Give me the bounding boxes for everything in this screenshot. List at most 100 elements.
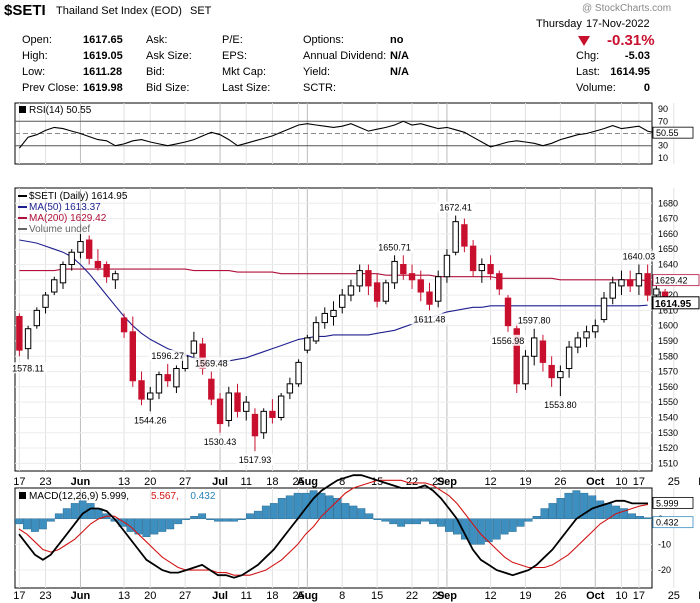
quote_right-value-2: N/A <box>390 66 409 78</box>
rsi-last-box <box>652 126 694 139</box>
macd-hist-bar-47 <box>389 518 398 525</box>
macd-x-label-5: 27 <box>179 590 191 602</box>
quote_left-label-0: Open: <box>22 34 52 46</box>
price-tick-label-9: 1590 <box>658 336 678 346</box>
quote-far-value-2: 0 <box>643 82 650 94</box>
macd-hist-bar-17 <box>150 518 159 535</box>
price-x-label-18: 26 <box>554 476 566 488</box>
price-x-label-15: Sep <box>437 476 457 488</box>
candle-body-53 <box>478 263 486 272</box>
candle-body-14 <box>138 380 145 400</box>
candle-body-37 <box>339 294 346 308</box>
candle-body-43 <box>391 260 398 284</box>
change-percent: -0.31% <box>607 32 655 49</box>
macd-hist-bar-43 <box>357 508 366 519</box>
macd-hist-bar-49 <box>405 518 414 525</box>
macd-hist-bar-60 <box>492 518 501 540</box>
macd-hist-bar-30 <box>253 510 262 519</box>
macd-hist-bar-3 <box>38 518 47 530</box>
price-tick-label-15: 1530 <box>658 428 678 438</box>
price-tick-label-1: 1670 <box>658 214 678 224</box>
candle-body-17 <box>164 374 171 382</box>
macd-x-label-9: 25 <box>292 590 304 602</box>
macd-x-label-0: 17 <box>13 590 25 602</box>
macd-hist-bar-24 <box>206 518 214 520</box>
price-x-label-1: 23 <box>39 476 51 488</box>
quote-far-label-1: Last: <box>576 66 600 78</box>
quote-day: Thursday <box>536 18 582 30</box>
candle-body-55 <box>496 273 503 290</box>
rsi-tick-label-0: 90 <box>658 104 668 114</box>
quote-far-value-1: 1614.95 <box>610 66 650 78</box>
price-x-label-11: 8 <box>339 476 345 488</box>
macd-x-label-21: 17 <box>633 590 645 602</box>
macd-hist-bar-68 <box>556 498 565 519</box>
candle-body-65 <box>583 331 590 339</box>
macd-hist-bar-33 <box>277 498 286 519</box>
price-tick-label-8: 1600 <box>658 321 678 331</box>
price-tick-label-3: 1650 <box>658 244 678 254</box>
macd-hist-bar-53 <box>437 518 445 527</box>
candle-body-69 <box>618 279 625 287</box>
quote_right-label-1: Annual Dividend: <box>303 50 387 62</box>
macd-hist-bar-37 <box>309 490 318 519</box>
macd-hist-bar-45 <box>373 518 382 520</box>
macd-hist-bar-59 <box>484 518 493 543</box>
candle-body-38 <box>347 285 355 296</box>
price-annotation-3: 1569.48 <box>195 359 228 369</box>
price-x-label-4: 20 <box>144 476 156 488</box>
candle-body-47 <box>426 291 433 305</box>
price-annotation-1: 1596.27 <box>151 351 184 361</box>
macd-x-label-6: Jul <box>212 590 228 602</box>
price-annotation-bg-1 <box>148 349 187 361</box>
macd-hist-bar-76 <box>620 508 629 519</box>
candle-body-9 <box>94 260 102 269</box>
down-arrow-icon <box>578 36 590 46</box>
candle-body-40 <box>365 270 372 287</box>
price-tick-label-4: 1640 <box>658 259 678 269</box>
price-x-label-22: 25 <box>668 476 680 488</box>
macd-hist-bar-19 <box>166 518 175 530</box>
quote_right-label-0: Options: <box>303 34 344 46</box>
macd-signal-line <box>18 479 649 576</box>
price-annotation-4: 1530.43 <box>204 437 237 447</box>
candle-body-42 <box>382 282 390 302</box>
candle-body-13 <box>129 331 137 382</box>
exchange: SET <box>190 5 212 17</box>
candle-body-61 <box>548 364 555 379</box>
macd-tick-label-1: -10 <box>658 539 671 549</box>
macd-hist-bar-48 <box>397 518 406 527</box>
candle-body-35 <box>321 312 328 324</box>
candle-body-56 <box>504 297 512 327</box>
macd-x-label-20: 10 <box>615 590 627 602</box>
candle-body-20 <box>190 340 198 354</box>
macd-hist-bar-77 <box>628 513 637 519</box>
macd-x-label-13: 22 <box>406 590 418 602</box>
macd-x-label-2: Jun <box>71 590 91 602</box>
price-tick-label-17: 1510 <box>658 458 678 468</box>
macd-hist-bar-40 <box>333 498 342 519</box>
price-x-label-9: 25 <box>292 476 304 488</box>
macd-hist-bar-8 <box>78 500 87 519</box>
candle-body-71 <box>635 273 643 287</box>
quote_left-label-3: Prev Close: <box>22 82 79 94</box>
quote-far-label-2: Volume: <box>576 82 616 94</box>
quote_mid2-label-3: Last Size: <box>222 82 271 94</box>
candle-body-10 <box>103 263 110 278</box>
macd-hist-bar-16 <box>142 518 151 537</box>
candle-body-29 <box>269 410 276 418</box>
quote_left-value-1: 1619.05 <box>83 50 123 62</box>
quote_mid2-label-2: Mkt Cap: <box>222 66 267 78</box>
macd-hist-bar-78 <box>636 516 644 519</box>
macd-x-label-23: Nov <box>698 590 700 602</box>
macd-hist-bar-23 <box>198 513 207 519</box>
price-annotation-bg-8 <box>410 313 449 325</box>
quote_mid2-label-1: EPS: <box>222 50 248 62</box>
macd-hist-bar-41 <box>341 503 350 519</box>
macd-hist-bar-67 <box>548 503 557 519</box>
macd-hist-bar-39 <box>325 495 334 519</box>
price-annotation-bg-12 <box>619 250 658 262</box>
price-x-label-3: 13 <box>118 476 130 488</box>
macd-x-label-15: Sep <box>437 590 457 602</box>
price-legend-2: MA(200) 1629.42 <box>29 213 107 224</box>
